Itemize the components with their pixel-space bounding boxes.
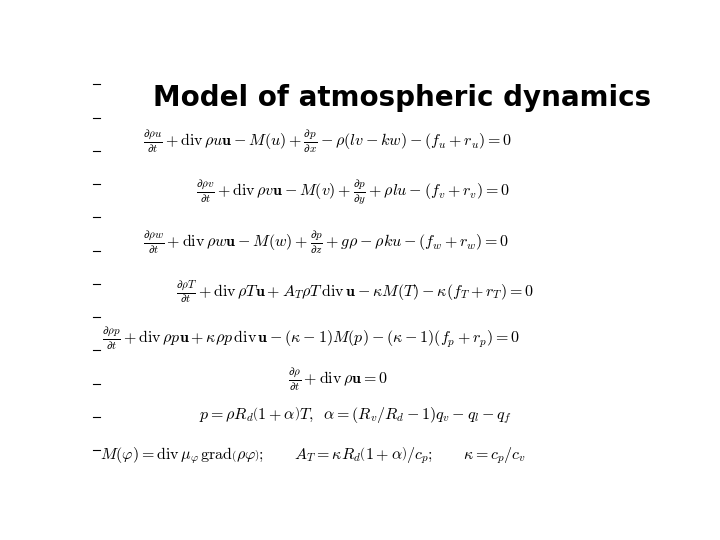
Text: $p = \rho R_d\left(1+\alpha\right)T, \;\; \alpha = (R_v / R_d - 1)q_v - q_l - q_: $p = \rho R_d\left(1+\alpha\right)T, \;\…: [199, 406, 512, 427]
Text: $\frac{\partial\rho v}{\partial t} + \mathrm{div}\,\rho v\mathbf{u} - M(v) + \fr: $\frac{\partial\rho v}{\partial t} + \ma…: [196, 178, 510, 207]
Text: $\frac{\partial\rho w}{\partial t} + \mathrm{div}\,\rho w\mathbf{u} - M(w) + \fr: $\frac{\partial\rho w}{\partial t} + \ma…: [143, 229, 509, 255]
Text: $\frac{\partial\rho u}{\partial t} + \mathrm{div}\,\rho u\mathbf{u} - M(u) + \fr: $\frac{\partial\rho u}{\partial t} + \ma…: [143, 129, 512, 155]
Text: $\frac{\partial\rho T}{\partial t} + \mathrm{div}\,\rho T\mathbf{u} + A_T\rho T\: $\frac{\partial\rho T}{\partial t} + \ma…: [176, 279, 534, 306]
Text: $\frac{\partial\rho p}{\partial t} + \mathrm{div}\,\rho p\mathbf{u} + \kappa\rho: $\frac{\partial\rho p}{\partial t} + \ma…: [102, 325, 521, 352]
Text: Model of atmospheric dynamics: Model of atmospheric dynamics: [153, 84, 652, 112]
Text: $M(\varphi) = \mathrm{div}\,\mu_\varphi\,\mathrm{grad}\left(\rho\varphi\right); : $M(\varphi) = \mathrm{div}\,\mu_\varphi\…: [100, 446, 526, 466]
Text: $\frac{\partial\rho}{\partial t} + \mathrm{div}\,\rho\mathbf{u} = 0$: $\frac{\partial\rho}{\partial t} + \math…: [288, 366, 388, 393]
